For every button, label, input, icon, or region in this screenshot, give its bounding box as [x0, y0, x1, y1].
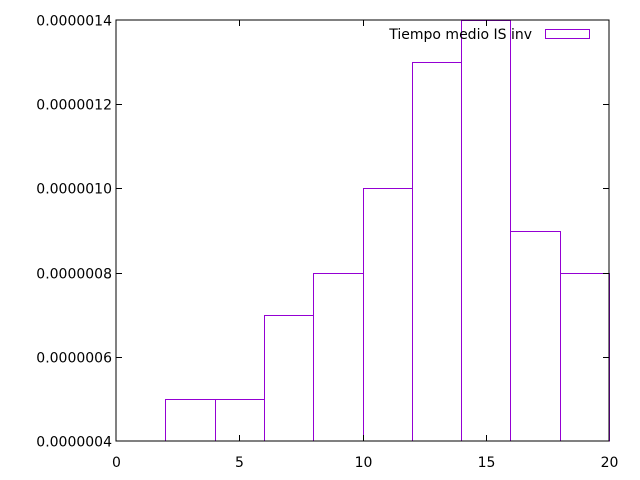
bar-0 — [165, 399, 216, 442]
legend: Tiempo medio IS inv — [388, 27, 590, 43]
ticks-layer — [116, 20, 609, 441]
x-tick-label-4: 20 — [601, 455, 619, 471]
bars-layer — [165, 20, 610, 442]
legend-label: Tiempo medio IS inv — [388, 27, 532, 43]
x-tick-label-1: 5 — [235, 455, 244, 471]
x-tick-label-3: 15 — [478, 455, 496, 471]
bar-3 — [313, 273, 364, 442]
x-tick-label-0: 0 — [112, 455, 121, 471]
y-tick-label-2: 0.0000008 — [36, 267, 112, 283]
bar-2 — [264, 315, 314, 442]
y-tick-label-5: 0.0000014 — [36, 14, 112, 30]
y-tick-label-0: 0.0000004 — [36, 435, 112, 451]
x-tick-label-2: 10 — [355, 455, 373, 471]
bar-7 — [510, 231, 561, 442]
bar-5 — [412, 62, 462, 442]
y-tick-label-3: 0.0000010 — [36, 182, 112, 198]
legend-swatch — [545, 29, 590, 39]
y-tick-label-1: 0.0000006 — [36, 351, 112, 367]
y-tick-label-4: 0.0000012 — [36, 98, 112, 114]
y-tick-labels: 0.0000004 0.0000006 0.0000008 0.0000010 0.00… — [36, 14, 112, 451]
bar-8 — [560, 273, 610, 442]
bar-6 — [461, 20, 511, 442]
bar-4 — [363, 188, 413, 442]
plot-frame — [115, 19, 610, 442]
x-tick-labels: 0 5 10 15 20 — [112, 455, 618, 471]
bar-1 — [215, 399, 265, 442]
